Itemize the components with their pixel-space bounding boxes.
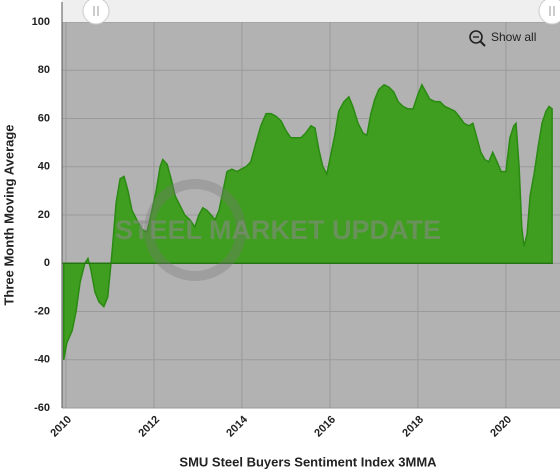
x-tick-label: 2016 [312,414,338,440]
y-tick-label: -60 [34,402,50,414]
y-tick-label: 40 [38,161,50,173]
y-tick-label: 0 [44,257,50,269]
show-all-button[interactable]: Show all [469,30,536,47]
watermark-logo [144,179,246,281]
y-tick-label: 60 [38,112,50,124]
x-tick-label: 2014 [224,413,250,439]
watermark: STEEL MARKET UPDATE [115,215,441,245]
scroll-handle-right[interactable] [538,0,560,25]
y-axis-title: Three Month Moving Average [1,124,16,305]
y-tick-label: 80 [38,64,50,76]
x-axis-title: SMU Steel Buyers Sentiment Index 3MMA [179,454,437,469]
x-tick-label: 2012 [136,414,162,440]
area [63,82,553,360]
x-tick-label: 2010 [48,414,74,440]
y-tick-label: 20 [38,209,50,221]
x-tick-label: 2020 [488,414,514,440]
x-tick-label: 2018 [400,414,426,440]
show-all-label[interactable]: Show all [491,30,536,44]
marks [62,82,553,360]
scrollbar[interactable] [62,0,560,22]
y-tick-label: 100 [32,16,50,28]
scroll-handle-left[interactable] [82,0,110,25]
y-tick-label: -20 [34,305,50,317]
y-tick-label: -40 [34,354,50,366]
